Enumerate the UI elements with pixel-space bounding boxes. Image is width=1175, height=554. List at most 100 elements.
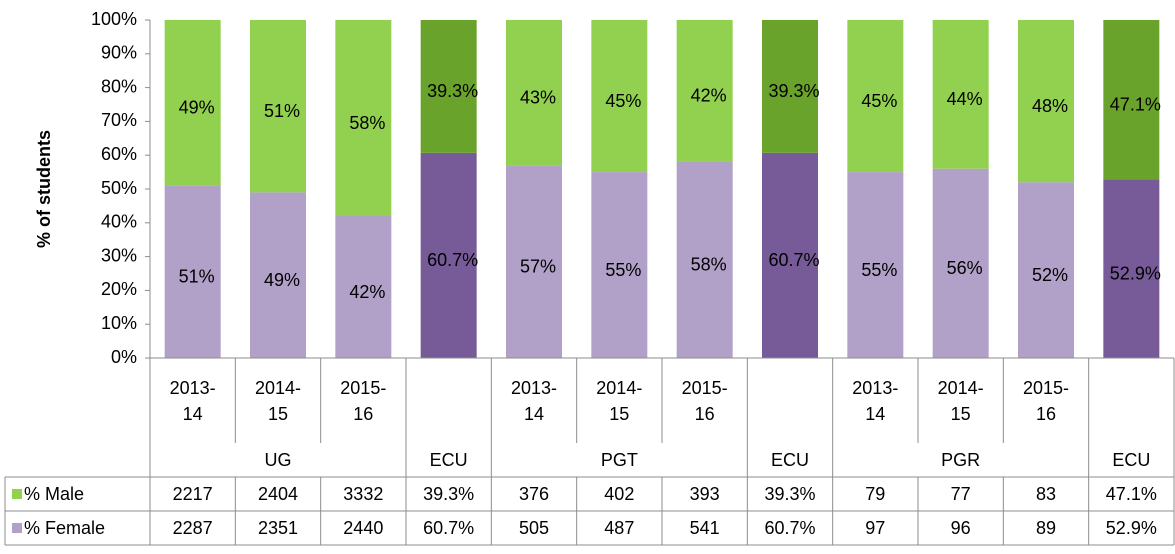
legend-label: % Male [24, 477, 148, 511]
data-label: 51% [264, 101, 300, 121]
table-value-text: 505 [518, 517, 550, 538]
x-tick-label-text: 2014-15 [596, 377, 643, 424]
bar-segment [164, 20, 221, 186]
legend-key [12, 489, 22, 499]
data-label: 39.3% [427, 81, 478, 101]
bar-segment [1018, 182, 1074, 358]
bar-segment [847, 172, 904, 358]
table-value-text: 2351 [257, 517, 299, 538]
y-axis-label: % of students [34, 130, 54, 248]
table-value-text: 52.9% [1105, 517, 1157, 538]
table-value-text: 60.7% [423, 517, 475, 538]
data-label: 42% [349, 282, 385, 302]
bar-segment [506, 20, 562, 166]
table-value: 39.3% [747, 477, 832, 511]
y-tick-label: 0% [111, 347, 137, 367]
bar-segment [932, 20, 989, 169]
group-label: PGT [491, 443, 747, 477]
table-value: 402 [577, 477, 662, 511]
table-value: 2404 [235, 477, 320, 511]
data-label: 48% [1032, 96, 1068, 116]
table-value-text: 39.3% [423, 483, 475, 504]
data-label: 47.1% [1110, 94, 1161, 114]
legend-label: % Female [24, 511, 148, 545]
table-value: 505 [491, 511, 576, 545]
table-value: 39.3% [406, 477, 491, 511]
table-value: 393 [662, 477, 747, 511]
table-value: 541 [662, 511, 747, 545]
bar-segment [676, 20, 733, 162]
table-value-text: 2287 [172, 517, 213, 538]
table-value: 2351 [235, 511, 320, 545]
table-value: 2440 [321, 511, 406, 545]
data-label: 39.3% [768, 81, 819, 101]
data-label: 44% [947, 89, 983, 109]
table-value: 96 [918, 511, 1003, 545]
table-value-text: 39.3% [764, 483, 816, 504]
table-value: 77 [918, 477, 1003, 511]
table-value-text: 376 [518, 483, 550, 504]
data-label: 55% [861, 260, 897, 280]
table-value: 60.7% [406, 511, 491, 545]
x-tick-label-text: 2015-16 [340, 377, 387, 424]
bar-segment [1103, 20, 1160, 180]
bar-segment [164, 185, 221, 358]
data-label: 56% [947, 258, 983, 278]
bar-segment [1103, 179, 1160, 358]
x-tick-label: 2014-15 [235, 358, 320, 443]
data-label: 45% [861, 91, 897, 111]
table-value-text: 96 [950, 517, 971, 538]
y-tick-label: 30% [101, 245, 137, 265]
x-tick-label: 2015-16 [1003, 358, 1088, 443]
bar-segment [1018, 20, 1074, 183]
bar-segment [591, 20, 648, 173]
y-tick-label: 70% [101, 110, 137, 130]
data-label: 45% [605, 91, 641, 111]
y-tick-label: 20% [101, 279, 137, 299]
y-tick-label: 40% [101, 212, 137, 232]
group-label-text: ECU [770, 449, 809, 470]
group-label: ECU [1089, 443, 1174, 477]
legend-label-text: % Male [24, 483, 85, 504]
table-value-text: 89 [1035, 517, 1056, 538]
bar-segment [420, 20, 477, 153]
table-value: 60.7% [747, 511, 832, 545]
x-tick-label: 2015-16 [662, 358, 747, 443]
bar-segment [420, 152, 477, 358]
x-tick-label-text: 2014-15 [254, 377, 301, 424]
x-tick-label-text: 2015-16 [1022, 377, 1069, 424]
group-label: UG [150, 443, 406, 477]
y-tick-label: 10% [101, 313, 137, 333]
table-value-text: 2440 [343, 517, 384, 538]
legend-label-text: % Female [24, 517, 106, 538]
x-tick-label-text: 2015-16 [681, 377, 728, 424]
data-label: 49% [264, 270, 300, 290]
table-value-text: 541 [689, 517, 720, 538]
bar-segment [847, 20, 904, 173]
bar-segment [762, 20, 818, 153]
data-label: 60.7% [427, 250, 478, 270]
x-tick-label: 2013-14 [491, 358, 576, 443]
group-label: ECU [406, 443, 491, 477]
bar-segment [762, 152, 818, 358]
data-label: 55% [605, 260, 641, 280]
table-value: 97 [833, 511, 918, 545]
table-value: 487 [577, 511, 662, 545]
bar-segment [250, 192, 306, 358]
group-label: ECU [747, 443, 832, 477]
bar-segment [932, 168, 989, 358]
data-label: 49% [179, 98, 215, 118]
data-label: 43% [520, 87, 556, 107]
table-value: 2287 [150, 511, 235, 545]
x-tick-label: 2014-15 [918, 358, 1003, 443]
bar-segment [335, 216, 392, 358]
x-tick-label: 2015-16 [321, 358, 406, 443]
table-value-text: 393 [689, 483, 720, 504]
table-value: 2217 [150, 477, 235, 511]
x-tick-label-text: 2013-14 [510, 377, 557, 424]
x-tick-label-text: 2013-14 [169, 377, 216, 424]
table-value-text: 487 [604, 517, 635, 538]
table-value-text: 79 [865, 483, 886, 504]
